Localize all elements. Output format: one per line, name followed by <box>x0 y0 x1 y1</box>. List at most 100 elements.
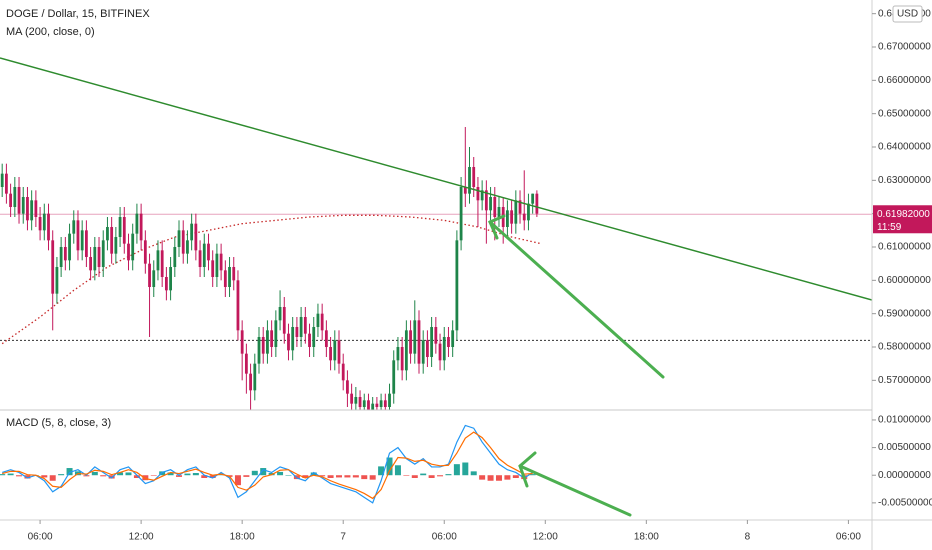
countdown-label: 11:59 <box>877 222 902 233</box>
candle-body <box>438 343 442 361</box>
candle-body <box>143 240 147 264</box>
candle-body <box>228 267 231 287</box>
candle-body <box>333 340 337 361</box>
y-tick-label: 0.60000000 <box>878 275 931 286</box>
histogram-bar <box>453 464 460 476</box>
histogram-bar <box>167 472 174 476</box>
candle-body <box>135 213 139 234</box>
candle-body <box>55 267 59 294</box>
candle-body <box>346 380 349 394</box>
candle-body <box>375 403 379 407</box>
x-tick-label: 06:00 <box>836 532 861 543</box>
histogram-bar <box>41 475 48 478</box>
candle-body <box>451 330 455 347</box>
trend-line <box>0 57 872 301</box>
y-tick-label: 0.57000000 <box>878 375 931 386</box>
candle-body <box>21 197 25 214</box>
y-tick-label: 0.00500000 <box>878 442 931 453</box>
last-price-label: 0.61982000 <box>877 209 930 220</box>
histogram-bar <box>529 474 536 476</box>
histogram-bar <box>361 475 368 480</box>
drawn-arrow-head <box>518 451 537 488</box>
y-tick-label: 0.63000000 <box>878 175 931 186</box>
candle-body <box>0 173 4 187</box>
candle-body <box>194 223 198 251</box>
histogram-bar <box>234 475 241 486</box>
candle-body <box>480 190 484 201</box>
candle-body <box>101 240 105 267</box>
candle-body <box>202 243 206 267</box>
candle-body <box>489 197 492 211</box>
histogram-bar <box>344 475 351 478</box>
candle-body <box>527 203 530 221</box>
histogram-bar <box>487 475 494 481</box>
candle-body <box>240 330 244 354</box>
candle-body <box>535 193 539 214</box>
candle-body <box>148 263 151 287</box>
candle-body <box>362 400 366 407</box>
histogram-bar <box>66 468 73 476</box>
candle-body <box>266 330 269 354</box>
candle-body <box>232 267 236 281</box>
x-tick-label: 7 <box>340 532 346 543</box>
histogram-bar <box>277 471 284 476</box>
candle-body <box>215 253 219 277</box>
ma-legend: MA (200, close, 0) <box>6 26 95 38</box>
histogram-bar <box>100 475 107 477</box>
drawn-arrow <box>518 464 632 517</box>
candle-body <box>430 327 434 357</box>
histogram-bar <box>133 475 140 478</box>
candle-body <box>122 217 126 244</box>
histogram-bar <box>462 462 469 476</box>
candle-body <box>59 247 63 267</box>
candle-body <box>89 257 93 271</box>
candle-body <box>68 233 71 261</box>
candle-body <box>291 327 295 351</box>
histogram-bar <box>0 474 6 476</box>
x-tick-label: 18:00 <box>634 532 659 543</box>
currency[interactable]: USD <box>897 9 918 20</box>
histogram-bar <box>352 475 359 478</box>
candle-body <box>51 240 55 294</box>
histogram-bar <box>470 471 477 476</box>
candle-body <box>316 313 320 327</box>
x-tick-label: 06:00 <box>432 532 457 543</box>
candle-body <box>270 330 274 347</box>
candle-body <box>131 233 135 261</box>
histogram-bar <box>142 475 149 481</box>
candle-body <box>84 230 88 257</box>
histogram-bar <box>108 475 115 479</box>
candle-body <box>518 200 522 214</box>
histogram-bar <box>420 473 427 476</box>
currency-box[interactable] <box>892 5 923 23</box>
candle-body <box>303 317 307 334</box>
histogram-bar <box>327 475 334 478</box>
histogram-bar <box>335 475 342 478</box>
candle-body <box>354 397 358 404</box>
histogram-bar <box>445 474 452 476</box>
histogram-bar <box>201 475 208 478</box>
candle-body <box>253 363 257 391</box>
candle-body <box>160 250 164 277</box>
candle-body <box>350 393 354 404</box>
x-tick-label: 06:00 <box>28 532 53 543</box>
candle-body <box>531 193 535 204</box>
candle-body <box>484 190 488 211</box>
candle-body <box>164 277 168 291</box>
candle-body <box>358 397 362 407</box>
candle-body <box>9 193 13 207</box>
histogram-bar <box>176 475 183 477</box>
histogram-bar <box>251 470 258 476</box>
candle-body <box>93 247 97 271</box>
candle-body <box>114 237 118 254</box>
candle-body <box>257 337 261 364</box>
candle-body <box>396 347 400 361</box>
drawn-arrow-head <box>488 214 506 240</box>
y-tick-label: 0.66000000 <box>878 75 931 86</box>
candle-body <box>476 187 480 201</box>
candle-body <box>97 247 101 267</box>
y-tick-label: 0.67000000 <box>878 42 931 53</box>
price-pane <box>0 57 872 410</box>
